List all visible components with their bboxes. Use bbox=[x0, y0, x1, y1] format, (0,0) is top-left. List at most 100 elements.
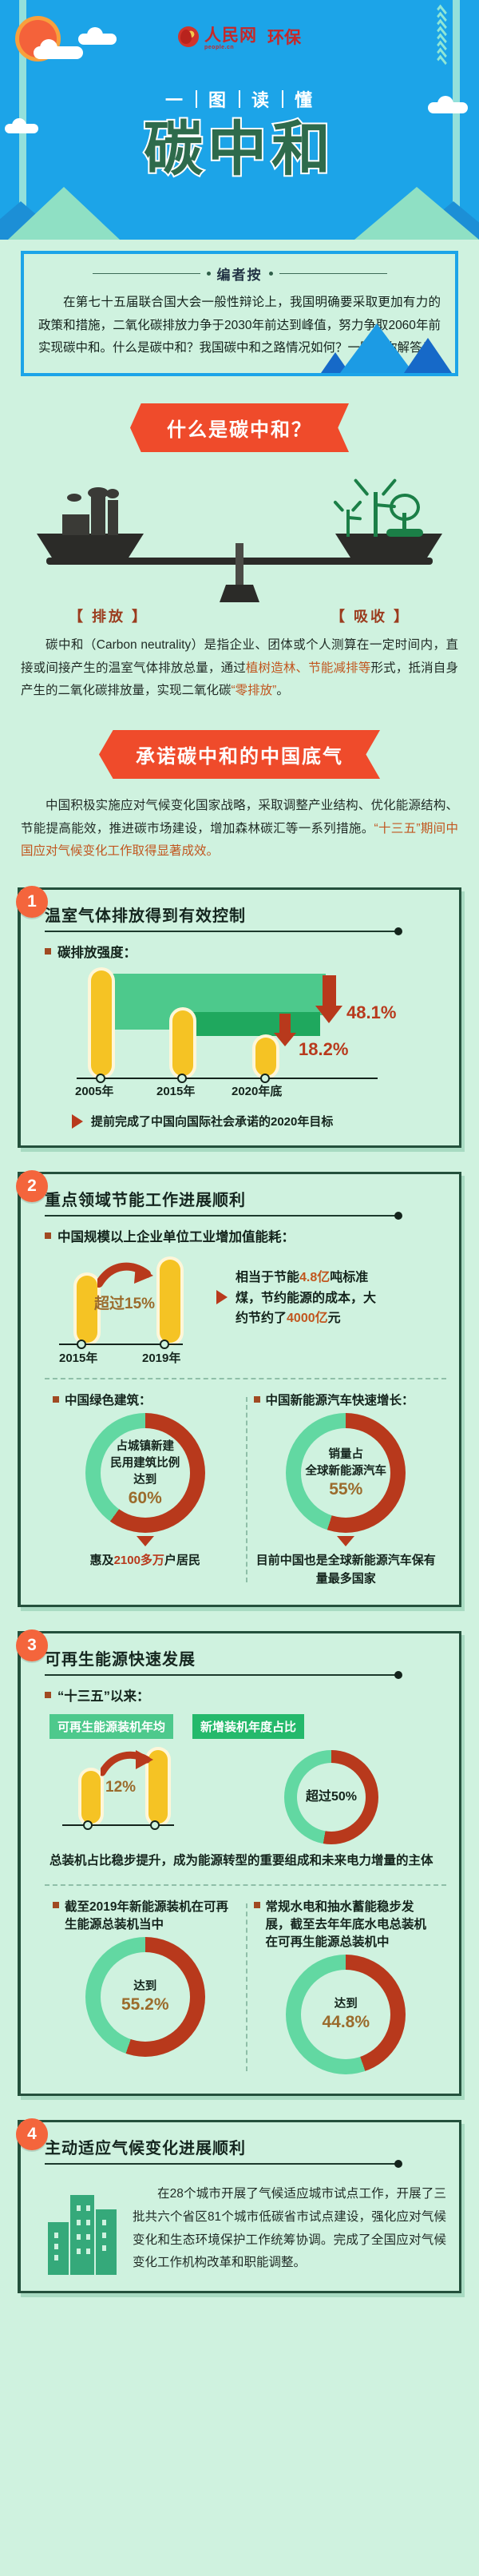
band-2015-to-2020 bbox=[172, 1012, 320, 1037]
section-2-columns: 中国绿色建筑： 占城镇新建 民用建筑比例 达到 60% 惠及2100多万户居民 … bbox=[45, 1391, 446, 1589]
divider-line bbox=[279, 273, 387, 274]
chart-3-axis bbox=[62, 1820, 174, 1830]
donut-new-capacity-value: 超过50% bbox=[305, 1789, 358, 1804]
foot-b: 户居民 bbox=[164, 1554, 200, 1568]
side-note-b: 吨标准煤，节约能源的成本，大约节约了 bbox=[236, 1271, 377, 1326]
section-4-badge: 4 bbox=[16, 2118, 48, 2150]
section-4-title: 主动适应气候变化进展顺利 bbox=[45, 2139, 246, 2157]
section-3-title: 可再生能源快速发展 bbox=[45, 1650, 196, 1669]
section-heading-what: 什么是碳中和？ bbox=[0, 403, 479, 453]
bullet-square-icon bbox=[253, 1901, 260, 1908]
bullet-square-icon bbox=[53, 1396, 59, 1403]
editor-note-box: 编者按 在第七十五届联合国大会一般性辩论上，我国明确要采取更加有力的政策和措施，… bbox=[21, 251, 458, 377]
brand-domain: people.cn bbox=[204, 45, 235, 50]
donut-new-capacity-share: 超过50% bbox=[284, 1747, 378, 1848]
tag-renewable-capacity: 可再生能源装机年均 bbox=[49, 1713, 174, 1739]
divider-line bbox=[92, 273, 200, 274]
scale-pan-right bbox=[335, 534, 442, 562]
section-1-bullet: 碳排放强度： bbox=[45, 942, 446, 961]
column-nev-head: 中国新能源汽车快速增长： bbox=[253, 1391, 439, 1408]
column-new-energy-head: 截至2019年新能源装机在可再生能源总装机当中 bbox=[53, 1897, 238, 1932]
column-green-buildings-label: 中国绿色建筑： bbox=[65, 1394, 152, 1408]
bullet-square-icon bbox=[45, 1232, 51, 1240]
axis-dot-2005 bbox=[96, 1074, 105, 1084]
column-divider bbox=[245, 1397, 247, 1582]
section-1-footnote-text: 提前完成了中国向国际社会承诺的2020年目标 bbox=[91, 1115, 334, 1129]
tick-label-2019: 2019年 bbox=[142, 1352, 181, 1366]
axis-dot-2020 bbox=[260, 1074, 270, 1084]
hero-banner: 人民网 people.cn 环保 一 图 读 懂 碳中和 bbox=[0, 0, 479, 240]
brand-name: 人民网 bbox=[204, 26, 257, 45]
donut-green-buildings: 占城镇新建 民用建筑比例 达到 60% bbox=[85, 1413, 205, 1534]
page-title: 碳中和 bbox=[142, 116, 335, 182]
section-3-bullet: “十三五”以来： bbox=[45, 1685, 446, 1705]
foot-highlight: 2100多万 bbox=[113, 1554, 164, 1568]
china-intro-highlight: “十三五”期间中国应对气候变化工作取得显著成效。 bbox=[21, 821, 458, 859]
hero-kicker: 一 图 读 懂 bbox=[0, 86, 479, 112]
section-2-rule bbox=[45, 1212, 402, 1221]
section-4-rule bbox=[45, 2159, 402, 2168]
bullet-square-icon bbox=[53, 1901, 59, 1908]
donut-hydro-share: 达到 44.8% bbox=[286, 1954, 406, 2074]
china-intro-part-1: 中国积极实施应对气候变化国家战略，采取调整产业结构、优化能源结构、节能提高能效，… bbox=[21, 799, 458, 836]
side-note-highlight-1: 4.8亿 bbox=[299, 1271, 331, 1285]
donut-nev-text: 销量占 全球新能源汽车 bbox=[305, 1448, 387, 1479]
bar-2020 bbox=[255, 1038, 276, 1077]
column-divider bbox=[245, 1903, 247, 2071]
people-logo-icon bbox=[178, 26, 199, 47]
scale-post bbox=[236, 543, 243, 589]
scale-base bbox=[220, 585, 259, 603]
column-hydro-label: 常规水电和抽水蓄能稳步发展，截至去年年底水电总装机在可再生能源总装机中 bbox=[265, 1899, 427, 1949]
kicker-divider bbox=[195, 90, 197, 108]
tick-label-2005: 2005年 bbox=[75, 1085, 114, 1099]
foot-a: 惠及 bbox=[89, 1554, 114, 1568]
column-hydro-capacity: 常规水电和抽水蓄能稳步发展，截至去年年底水电总装机在可再生能源总装机中 达到 4… bbox=[246, 1897, 447, 2078]
editor-note-section: 编者按 在第七十五届联合国大会一般性辩论上，我国明确要采取更加有力的政策和措施，… bbox=[0, 240, 479, 377]
donut-hydro-value: 44.8% bbox=[322, 2013, 370, 2032]
editor-note-label: 编者按 bbox=[216, 268, 263, 283]
city-buildings-icon bbox=[45, 2179, 125, 2275]
brand-channel: 环保 bbox=[267, 28, 301, 47]
section-3-badge: 3 bbox=[16, 1629, 48, 1661]
column-new-energy-capacity: 截至2019年新能源装机在可再生能源总装机当中 达到 55.2% bbox=[45, 1897, 246, 2078]
donut-new-energy-text: 达到 bbox=[133, 1980, 157, 1994]
definition-part-1: 碳中和（Carbon neutrality）是指企业、团体或个人测算在一定时间内… bbox=[21, 638, 458, 675]
tick-label-2015: 2015年 bbox=[59, 1352, 98, 1366]
scale-label-absorption: 【 吸收 】 bbox=[330, 609, 410, 625]
column-nev-label: 中国新能源汽车快速增长： bbox=[265, 1394, 414, 1408]
axis-dot-current bbox=[150, 1820, 160, 1830]
tick-label-2020: 2020年底 bbox=[232, 1085, 283, 1099]
donut-green-buildings-text: 占城镇新建 民用建筑比例 达到 bbox=[110, 1439, 180, 1486]
column-nev-foot: 目前中国也是全球新能源汽车保有量最多国家 bbox=[255, 1554, 436, 1586]
section-3: 3 可再生能源快速发展 “十三五”以来： 可再生能源装机年均 新增装机年度占比 … bbox=[16, 1629, 461, 2096]
china-intro-paragraph: 中国积极实施应对气候变化国家战略，采取调整产业结构、优化能源结构、节能提高能效，… bbox=[0, 787, 479, 863]
bar-2015 bbox=[77, 1276, 97, 1344]
axis-dot-start bbox=[83, 1820, 93, 1830]
section-1-bullet-label: 碳排放强度： bbox=[57, 946, 137, 961]
section-3-bullet-label: “十三五”以来： bbox=[57, 1689, 150, 1704]
kicker-char-4: 懂 bbox=[295, 90, 315, 110]
tag-new-capacity-share: 新增装机年度占比 bbox=[192, 1713, 305, 1739]
donut-nev-share: 销量占 全球新能源汽车 55% bbox=[286, 1413, 406, 1534]
editor-note-header: 编者按 bbox=[38, 264, 441, 284]
column-green-buildings-head: 中国绿色建筑： bbox=[53, 1391, 238, 1408]
definition-highlight-1: 植树造林、节能减排等 bbox=[245, 661, 371, 675]
column-green-buildings: 中国绿色建筑： 占城镇新建 民用建筑比例 达到 60% 惠及2100多万户居民 bbox=[45, 1391, 246, 1589]
section-3-footnote: 总装机占比稳步提升，成为能源转型的重要组成和未来电力增量的主体 bbox=[49, 1853, 433, 1868]
section-4-body: 在28个城市开展了气候适应城市试点工作，开展了三批共六个省区81个城市低碳省市试… bbox=[133, 2187, 446, 2270]
hero-stripe-right bbox=[453, 0, 460, 240]
bar-2005 bbox=[91, 970, 112, 1077]
triangle-down-icon bbox=[136, 1536, 154, 1547]
bullet-square-icon bbox=[253, 1396, 260, 1403]
section-4: 4 主动适应气候变化进展顺利 在28个城市开展了气候适应 bbox=[16, 2118, 461, 2293]
column-new-energy-label: 截至2019年新能源装机在可再生能源总装机当中 bbox=[65, 1899, 228, 1931]
section-1-title: 温室气体排放得到有效控制 bbox=[45, 907, 246, 926]
definition-highlight-2: “零排放” bbox=[231, 684, 277, 698]
bar-start bbox=[81, 1770, 101, 1824]
section-2-bullet-label: 中国规模以上企业单位工业增加值能耗： bbox=[57, 1230, 295, 1245]
label-reduction-15: 超过15% bbox=[94, 1296, 156, 1313]
bar-current bbox=[148, 1749, 168, 1824]
mountain-decoration bbox=[0, 182, 479, 240]
kicker-char-2: 图 bbox=[208, 90, 228, 110]
bullet-square-icon bbox=[45, 1691, 51, 1698]
